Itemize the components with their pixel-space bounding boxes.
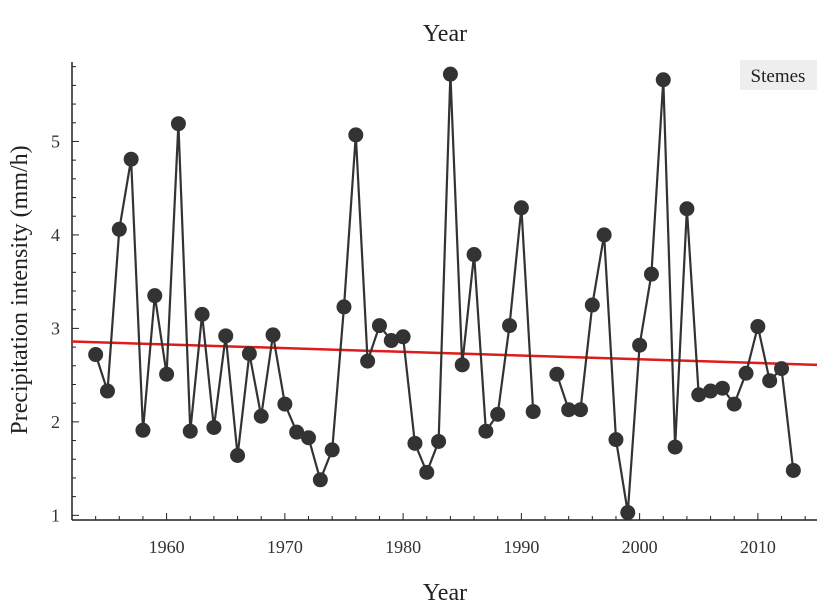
legend-label: Stemes bbox=[751, 66, 806, 87]
data-point bbox=[123, 151, 139, 167]
legend: Stemes bbox=[740, 60, 817, 90]
data-point bbox=[679, 201, 695, 217]
data-point bbox=[395, 329, 411, 345]
data-point bbox=[572, 402, 588, 418]
data-point bbox=[312, 472, 328, 488]
data-point bbox=[159, 366, 175, 382]
data-point bbox=[407, 435, 423, 451]
data-point bbox=[230, 448, 246, 464]
data-point bbox=[194, 306, 210, 322]
data-point bbox=[584, 297, 600, 313]
data-point bbox=[241, 346, 257, 362]
series-line bbox=[94, 74, 535, 484]
data-point bbox=[632, 337, 648, 353]
y-tick-label: 5 bbox=[51, 131, 60, 151]
data-point bbox=[170, 116, 186, 132]
data-point bbox=[561, 402, 577, 418]
data-point bbox=[265, 327, 281, 343]
data-point bbox=[703, 383, 719, 399]
data-point bbox=[88, 347, 104, 363]
y-tick-label: 2 bbox=[51, 412, 60, 432]
data-point bbox=[147, 288, 163, 304]
data-point bbox=[549, 366, 565, 382]
data-point bbox=[596, 227, 612, 243]
data-point bbox=[182, 423, 198, 439]
data-point bbox=[466, 247, 482, 263]
data-point bbox=[360, 353, 376, 369]
data-point bbox=[738, 365, 754, 381]
data-point bbox=[691, 387, 707, 403]
data-point bbox=[111, 221, 127, 237]
x-tick-label: 2010 bbox=[740, 537, 776, 557]
x-tick-label: 1970 bbox=[267, 537, 303, 557]
data-point bbox=[419, 464, 435, 480]
data-point bbox=[442, 66, 458, 82]
y-tick-labels: 1 2 3 4 5 bbox=[51, 131, 60, 525]
data-point bbox=[490, 406, 506, 422]
data-point bbox=[454, 357, 470, 373]
data-point bbox=[655, 72, 671, 88]
x-tick-label: 2000 bbox=[622, 537, 658, 557]
trend-line-group bbox=[71, 340, 818, 367]
data-point bbox=[135, 422, 151, 438]
data-point bbox=[348, 127, 364, 143]
x-axis-title: Year bbox=[423, 580, 467, 606]
data-point bbox=[431, 433, 447, 449]
y-tick-label: 4 bbox=[51, 225, 60, 245]
data-point bbox=[774, 361, 790, 377]
y-tick-label: 1 bbox=[51, 505, 60, 525]
y-axis-title: Precipitation intensity (mm/h) bbox=[7, 145, 33, 434]
data-point bbox=[301, 430, 317, 446]
data-point bbox=[513, 200, 529, 216]
data-point bbox=[667, 439, 683, 455]
data-point bbox=[762, 373, 778, 389]
data-point bbox=[785, 462, 801, 478]
legend-box bbox=[740, 60, 817, 90]
series-group bbox=[88, 66, 801, 521]
data-point bbox=[525, 404, 541, 420]
x-tick-label: 1960 bbox=[149, 537, 185, 557]
data-point bbox=[218, 328, 234, 344]
data-point bbox=[383, 333, 399, 349]
data-point bbox=[643, 266, 659, 282]
data-point bbox=[336, 299, 352, 315]
chart-title: Year bbox=[423, 21, 467, 47]
data-point bbox=[502, 318, 518, 334]
data-point bbox=[99, 383, 115, 399]
data-point bbox=[371, 318, 387, 334]
data-point bbox=[324, 442, 340, 458]
data-point bbox=[714, 380, 730, 396]
x-tick-label: 1980 bbox=[385, 537, 421, 557]
data-point bbox=[478, 423, 494, 439]
data-point bbox=[608, 432, 624, 448]
axes bbox=[71, 62, 817, 521]
data-point bbox=[750, 319, 766, 335]
data-point bbox=[289, 424, 305, 440]
x-tick-label: 1990 bbox=[503, 537, 539, 557]
data-point bbox=[277, 396, 293, 412]
data-point bbox=[253, 408, 269, 424]
y-tick-label: 3 bbox=[51, 318, 60, 338]
data-point bbox=[206, 419, 222, 435]
x-tick-labels: 1960 1970 1980 1990 2000 2010 bbox=[149, 537, 776, 557]
trend-line bbox=[71, 340, 818, 367]
data-point bbox=[726, 396, 742, 412]
data-point bbox=[620, 505, 636, 521]
